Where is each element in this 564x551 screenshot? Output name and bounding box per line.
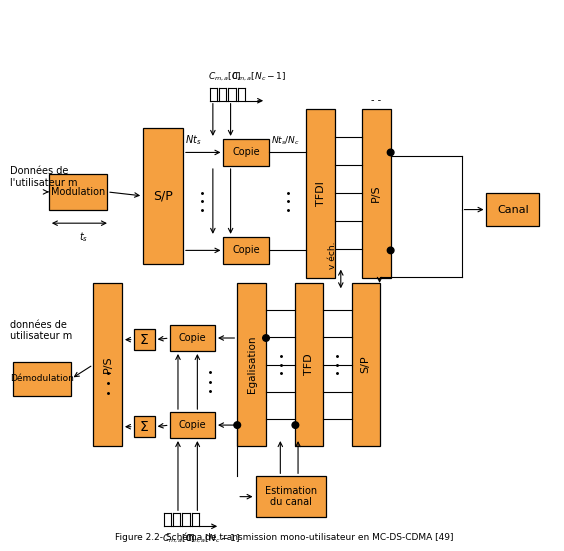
- Bar: [49, 174, 107, 209]
- Text: données de
utilisateur m: données de utilisateur m: [10, 320, 72, 341]
- Bar: [13, 362, 71, 396]
- Text: Estimation
du canal: Estimation du canal: [265, 486, 317, 507]
- Text: $C_{m,a}[0]$: $C_{m,a}[0]$: [209, 71, 242, 83]
- Bar: [170, 412, 215, 438]
- Text: TFD: TFD: [304, 354, 314, 375]
- Bar: [93, 283, 122, 446]
- Text: Egalisation: Egalisation: [246, 336, 257, 393]
- Bar: [143, 128, 183, 264]
- Text: $C_{m,a}[N_c-1]$: $C_{m,a}[N_c-1]$: [231, 71, 286, 83]
- Circle shape: [263, 335, 270, 341]
- Bar: [134, 329, 155, 350]
- Bar: [487, 193, 539, 226]
- Text: v éch.: v éch.: [328, 242, 337, 269]
- Text: Canal: Canal: [497, 204, 528, 214]
- Text: P/S: P/S: [371, 185, 381, 202]
- Text: Copie: Copie: [179, 333, 206, 343]
- Bar: [296, 283, 323, 446]
- Circle shape: [387, 149, 394, 156]
- Text: P/S: P/S: [103, 356, 113, 374]
- Bar: [306, 109, 335, 278]
- Text: $C_{m,a}[0]$: $C_{m,a}[0]$: [162, 533, 196, 545]
- Text: Copie: Copie: [232, 245, 260, 256]
- Bar: [255, 476, 327, 517]
- Text: $\Sigma$: $\Sigma$: [139, 420, 149, 434]
- Text: Modulation: Modulation: [51, 187, 105, 197]
- Bar: [223, 139, 269, 166]
- Text: $C_{m,a}[N_c-1]$: $C_{m,a}[N_c-1]$: [184, 533, 240, 545]
- Circle shape: [292, 422, 299, 428]
- Circle shape: [387, 247, 394, 253]
- Text: Copie: Copie: [232, 148, 260, 158]
- Bar: [237, 283, 266, 446]
- Bar: [170, 325, 215, 351]
- Bar: [352, 283, 380, 446]
- Text: Démodulation: Démodulation: [10, 374, 74, 383]
- Text: Figure 2.2- Schéma de transmission mono-utilisateur en MC-DS-CDMA [49]: Figure 2.2- Schéma de transmission mono-…: [115, 532, 453, 542]
- Text: Données de
l'utilisateur m: Données de l'utilisateur m: [10, 166, 77, 188]
- Text: $Nt_s/N_c$: $Nt_s/N_c$: [271, 134, 300, 147]
- Text: Copie: Copie: [179, 420, 206, 430]
- Text: S/P: S/P: [153, 190, 173, 202]
- Text: $t_s$: $t_s$: [79, 230, 88, 244]
- Text: $\Sigma$: $\Sigma$: [139, 333, 149, 347]
- Bar: [362, 109, 391, 278]
- Text: - -: - -: [371, 95, 381, 105]
- Circle shape: [234, 422, 241, 428]
- Text: S/P: S/P: [361, 356, 371, 374]
- Text: $Nt_s$: $Nt_s$: [185, 133, 202, 147]
- Bar: [134, 417, 155, 437]
- Text: TFDI: TFDI: [316, 181, 326, 206]
- Bar: [223, 237, 269, 264]
